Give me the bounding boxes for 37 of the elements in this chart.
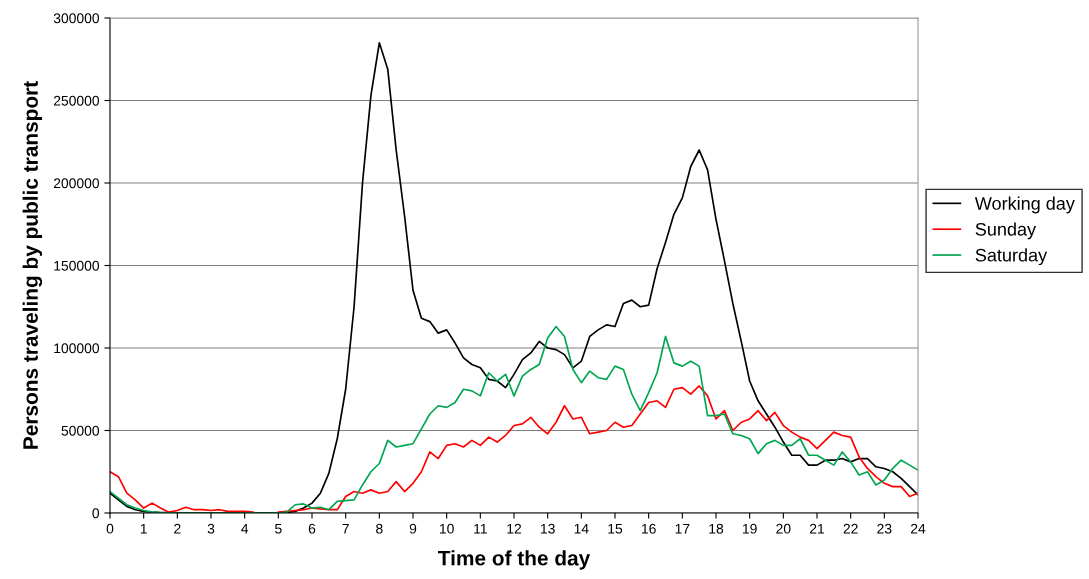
y-tick-label: 200000 <box>53 178 100 189</box>
x-tick-label: 4 <box>241 523 249 534</box>
y-tick-label: 100000 <box>54 343 100 354</box>
y-tick-label: 300000 <box>53 13 100 24</box>
legend-label: Saturday <box>975 248 1048 266</box>
x-tick-label: 10 <box>440 523 454 534</box>
x-tick-label: 11 <box>474 523 487 534</box>
x-tick-label: 13 <box>541 523 555 534</box>
x-tick-label: 3 <box>207 523 215 534</box>
x-tick-label: 9 <box>409 523 417 534</box>
x-tick-label: 19 <box>743 523 757 534</box>
y-tick-label: 250000 <box>53 95 100 106</box>
x-tick-label: 6 <box>308 523 316 534</box>
x-axis-title: Time of the day <box>438 550 591 570</box>
y-tick-label: 0 <box>92 508 100 519</box>
x-tick-label: 5 <box>275 523 282 534</box>
x-tick-label: 15 <box>608 523 623 534</box>
y-tick-label: 150000 <box>54 260 100 271</box>
x-tick-label: 18 <box>709 523 724 534</box>
x-tick-label: 1 <box>140 523 147 534</box>
x-tick-label: 8 <box>376 523 383 534</box>
legend-label: Sunday <box>975 222 1037 240</box>
x-tick-label: 20 <box>776 523 791 534</box>
x-tick-label: 17 <box>675 523 690 534</box>
x-tick-label: 22 <box>843 523 858 534</box>
x-tick-label: 12 <box>507 523 522 534</box>
x-tick-label: 14 <box>574 523 589 534</box>
x-tick-label: 21 <box>809 523 825 534</box>
x-tick-label: 23 <box>877 523 892 534</box>
x-tick-label: 7 <box>342 523 349 534</box>
x-tick-label: 2 <box>174 523 181 534</box>
y-axis-title: Persons traveling by public transport <box>22 81 43 449</box>
x-tick-label: 24 <box>910 523 926 534</box>
x-tick-label: 16 <box>642 523 656 534</box>
legend-label: Working day <box>974 196 1075 214</box>
y-tick-label: 50000 <box>61 425 100 436</box>
x-tick-label: 0 <box>106 523 114 534</box>
